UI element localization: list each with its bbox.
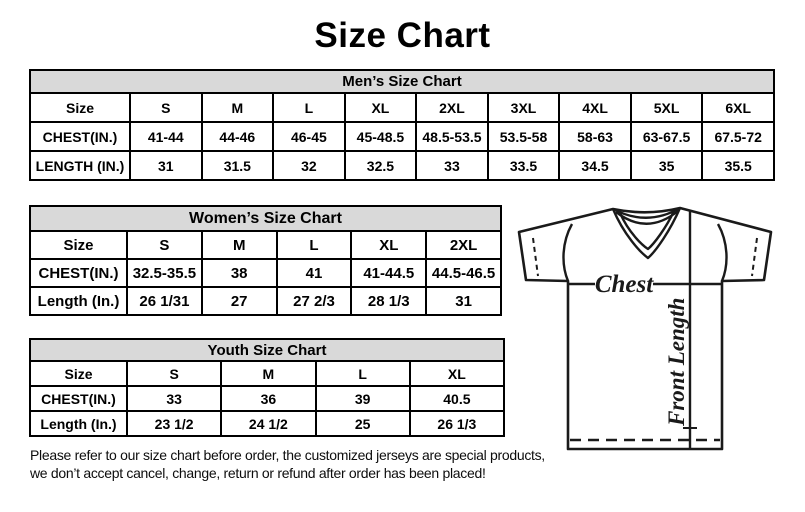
women-chest-cell: 38	[200, 258, 278, 288]
women-row-header-sizes: Size	[29, 230, 128, 260]
women-sizes-cell: XL	[350, 230, 428, 260]
men-sizes-cell: L	[272, 92, 346, 123]
chest-label: Chest	[595, 271, 654, 298]
men-chest-cell: 46-45	[272, 121, 346, 152]
youth-size-table: Youth Size Chart Size S M L XL CHEST(IN.) 33 36 3…	[29, 338, 506, 437]
women-length-cell: 26 1/31	[126, 286, 203, 316]
youth-length-cell: 23 1/2	[125, 410, 223, 437]
men-row-header-chest: CHEST(IN.)	[29, 121, 131, 152]
women-chest-cell: 32.5-35.5	[126, 258, 203, 288]
women-row-header-chest: CHEST(IN.)	[29, 258, 128, 288]
men-row-header-length: LENGTH (IN.)	[29, 150, 131, 181]
men-sizes-cell: 5XL	[629, 92, 704, 123]
men-table-title: Men’s Size Chart	[29, 69, 775, 94]
men-chest-cell: 63-67.5	[629, 121, 704, 152]
men-chest-cell: 44-46	[200, 121, 275, 152]
women-chest-cell: 44.5-46.5	[425, 258, 502, 288]
men-length-cell: 33	[415, 150, 489, 181]
men-chest-cell: 58-63	[558, 121, 632, 152]
tshirt-measurement-diagram: Chest Front Length	[517, 206, 773, 451]
women-length-cell: 27 2/3	[275, 286, 353, 316]
womens-size-table: Women’s Size Chart Size S M L XL 2XL CHEST(IN.)…	[29, 205, 502, 316]
women-table-title: Women’s Size Chart	[29, 205, 502, 232]
youth-row-header-length: Length (In.)	[29, 410, 128, 437]
vneck-inner	[618, 210, 676, 251]
youth-row-header-chest: CHEST(IN.)	[29, 385, 128, 412]
women-length-cell: 28 1/3	[350, 286, 428, 316]
tshirt-outline	[517, 206, 773, 451]
men-length-cell: 31.5	[200, 150, 275, 181]
men-length-cell: 35.5	[701, 150, 775, 181]
men-length-cell: 34.5	[558, 150, 632, 181]
women-sizes-cell: 2XL	[425, 230, 502, 260]
youth-chest-cell: 40.5	[408, 385, 506, 412]
men-chest-cell: 67.5-72	[701, 121, 775, 152]
men-sizes-cell: XL	[343, 92, 418, 123]
men-chest-cell: 45-48.5	[343, 121, 418, 152]
men-sizes-cell: S	[129, 92, 203, 123]
disclaimer-line-1: Please refer to our size chart before or…	[30, 447, 545, 463]
youth-chest-cell: 39	[314, 385, 411, 412]
men-length-cell: 31	[129, 150, 203, 181]
men-sizes-cell: 3XL	[486, 92, 561, 123]
women-chest-cell: 41-44.5	[350, 258, 428, 288]
youth-sizes-cell: S	[125, 360, 223, 387]
men-sizes-cell: M	[200, 92, 275, 123]
right-armhole-seam	[716, 223, 728, 282]
page-title: Size Chart	[314, 16, 491, 55]
women-length-cell: 27	[200, 286, 278, 316]
youth-sizes-cell: M	[220, 360, 317, 387]
men-length-cell: 32	[272, 150, 346, 181]
men-length-cell: 32.5	[343, 150, 418, 181]
youth-length-cell: 25	[314, 410, 411, 437]
youth-chest-cell: 36	[220, 385, 317, 412]
left-cuff-dashed-line	[532, 237, 539, 277]
youth-chest-cell: 33	[125, 385, 223, 412]
women-sizes-cell: L	[275, 230, 353, 260]
men-chest-cell: 41-44	[129, 121, 203, 152]
men-length-cell: 33.5	[486, 150, 561, 181]
right-cuff-dashed-line	[751, 237, 758, 277]
men-sizes-cell: 6XL	[701, 92, 775, 123]
disclaimer-note: Please refer to our size chart before or…	[30, 446, 570, 482]
men-chest-cell: 48.5-53.5	[415, 121, 489, 152]
women-length-cell: 31	[425, 286, 502, 316]
women-row-header-length: Length (In.)	[29, 286, 128, 316]
men-sizes-cell: 4XL	[558, 92, 632, 123]
youth-sizes-cell: XL	[408, 360, 506, 387]
men-row-header-sizes: Size	[29, 92, 131, 123]
youth-sizes-cell: L	[314, 360, 411, 387]
youth-row-header-sizes: Size	[29, 360, 128, 387]
women-sizes-cell: M	[200, 230, 278, 260]
left-armhole-seam	[562, 223, 574, 282]
front-length-label: Front Length	[664, 298, 689, 427]
women-sizes-cell: S	[126, 230, 203, 260]
men-sizes-cell: 2XL	[415, 92, 489, 123]
men-length-cell: 35	[629, 150, 704, 181]
men-chest-cell: 53.5-58	[486, 121, 561, 152]
mens-size-table: Men’s Size Chart Size S M L XL 2XL 3XL 4XL 5XL 6XL…	[29, 69, 775, 181]
youth-length-cell: 26 1/3	[408, 410, 506, 437]
disclaimer-line-2: we don’t accept cancel, change, return o…	[30, 465, 486, 481]
youth-length-cell: 24 1/2	[220, 410, 317, 437]
vneck-outer	[611, 207, 682, 260]
youth-table-title: Youth Size Chart	[29, 338, 505, 362]
women-chest-cell: 41	[275, 258, 353, 288]
